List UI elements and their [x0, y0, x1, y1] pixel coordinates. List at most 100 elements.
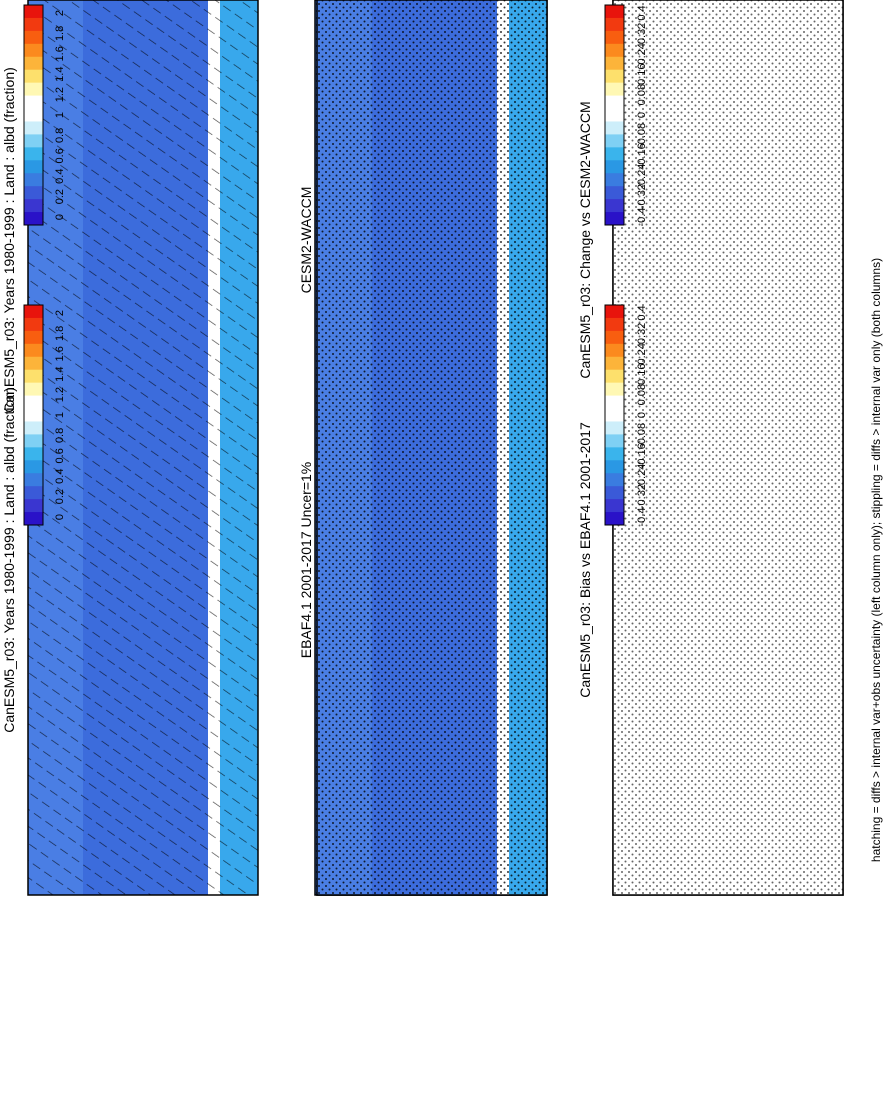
colorbar-swatch	[24, 460, 43, 474]
colorbar-label: 1.2	[54, 387, 66, 402]
colorbar-swatch	[24, 134, 43, 148]
colorbar-outline	[23, 4, 44, 226]
colorbar-swatch	[605, 134, 624, 148]
colorbar-swatch	[24, 330, 43, 345]
colorbar-swatch	[605, 395, 624, 410]
colorbar-label: 1.6	[54, 346, 66, 361]
colorbar-swatch	[24, 512, 43, 526]
colorbar-swatch	[24, 56, 43, 71]
colorbar-swatch	[605, 512, 624, 526]
colorbar-swatch	[24, 212, 43, 226]
title-model: CanESM5_r03: Years 1980-1999 : Land : al…	[1, 387, 17, 733]
colorbar-label: 0.4	[54, 469, 66, 484]
colorbar-swatch	[24, 421, 43, 435]
colorbar-swatch	[24, 199, 43, 213]
colorbar-swatch	[24, 447, 43, 461]
colorbar-absolute-2: 2 1.8 1.6 1.4 1.2 1 0.8 0.6 0.4 0.2 0	[23, 304, 66, 526]
colorbar-swatch	[605, 460, 624, 474]
colorbar-swatch	[24, 69, 43, 84]
title-model-stipple: CanESM5_r03: Years 1980-1999 : Land : al…	[1, 67, 17, 413]
colorbar-swatch	[24, 160, 43, 174]
colorbar-label: 1	[54, 112, 66, 118]
colorbar-label: -0.32	[636, 184, 648, 209]
colorbar-label: 1.4	[54, 367, 66, 382]
colorbar-outline	[23, 304, 44, 526]
colorbar-label: -0.24	[636, 464, 648, 489]
colorbar-swatch	[605, 95, 624, 110]
colorbar-outline	[604, 4, 625, 226]
colorbar-swatch	[24, 356, 43, 371]
colorbar-label: 1.6	[54, 46, 66, 61]
colorbar-swatch	[24, 5, 43, 19]
colorbar-label: 0.24	[636, 343, 648, 364]
colorbar-difference-2: 0.4 0.320.240.160.08 0 -0.08-0.16-0.24-0.32…	[604, 304, 648, 527]
colorbar-label: 0.32	[636, 323, 648, 344]
colorbar-swatch	[605, 447, 624, 461]
colorbar-label: -0.4	[636, 508, 648, 527]
colorbar-swatch	[24, 30, 43, 45]
panel-ref	[316, 0, 548, 896]
colorbar-swatch	[605, 199, 624, 213]
title-change: CanESM5_r03: Change vs CESM2-WACCM	[577, 101, 593, 378]
colorbar-difference-1: 0.4 0.320.240.160.08 0 -0.08-0.16-0.24-0.32…	[604, 4, 648, 226]
colorbar-swatch	[24, 305, 43, 319]
colorbar-swatch	[605, 56, 624, 71]
colorbar-swatch	[605, 160, 624, 174]
colorbar-swatch	[605, 369, 624, 384]
colorbar-swatch	[605, 421, 624, 435]
colorbar-swatch	[605, 186, 624, 200]
colorbar-label: 0	[636, 112, 648, 118]
colorbar-swatch	[605, 317, 624, 332]
panel-change	[612, 0, 844, 896]
colorbar-swatch	[24, 317, 43, 332]
colorbar-swatch	[24, 473, 43, 487]
colorbar-swatch	[605, 69, 624, 84]
colorbar-swatch	[24, 17, 43, 32]
colorbar-label: 1.8	[54, 326, 66, 341]
colorbar-swatch	[605, 408, 624, 422]
colorbar-swatch	[605, 356, 624, 371]
colorbar-swatch	[605, 173, 624, 187]
colorbar-swatch	[605, 82, 624, 97]
colorbar-swatch	[24, 186, 43, 200]
colorbar-label: 2	[54, 310, 66, 316]
change-heatmap	[612, 0, 844, 896]
colorbar-label: 1.4	[54, 67, 66, 82]
colorbar-swatch	[605, 343, 624, 358]
colorbar-swatch	[605, 30, 624, 45]
colorbar-label: 0	[54, 214, 66, 220]
colorbar-label: 0.32	[636, 23, 648, 44]
colorbar-label: 0.16	[636, 363, 648, 384]
colorbar-swatch	[24, 486, 43, 500]
colorbar-swatch	[24, 343, 43, 358]
colorbar-swatch	[605, 305, 624, 319]
colorbar-label: -0.32	[636, 484, 648, 509]
title-bias: CanESM5_r03: Bias vs EBAF4.1 2001-2017	[577, 422, 593, 698]
colorbar-swatch	[24, 173, 43, 187]
colorbar-swatch	[605, 486, 624, 500]
colorbar-swatch	[24, 408, 43, 422]
colorbar-label: 0.2	[54, 189, 66, 204]
colorbar-swatch	[605, 499, 624, 513]
ref-heatmap	[316, 0, 548, 896]
footer-note: hatching = diffs > internal var+obs unce…	[869, 258, 883, 862]
colorbar-swatch	[605, 434, 624, 448]
colorbar-swatch	[24, 499, 43, 513]
colorbar-swatch	[24, 82, 43, 97]
colorbar-label: -0.24	[636, 164, 648, 189]
colorbar-outline	[604, 304, 625, 526]
colorbar-difference: 0.40.320.240.160.080-0.08-0.16-0.24-0.32…	[604, 4, 648, 527]
colorbar-label: 0	[54, 514, 66, 520]
colorbar-label: 0.6	[54, 148, 66, 163]
colorbar-swatch	[605, 212, 624, 226]
colorbar-label: 0.2	[54, 489, 66, 504]
colorbar-label: 1	[54, 412, 66, 418]
colorbar-label: 0.4	[54, 169, 66, 184]
colorbar-label: 0	[636, 412, 648, 418]
colorbar-label: -0.16	[636, 443, 648, 468]
colorbar-swatch	[605, 5, 624, 19]
colorbar-swatch	[605, 382, 624, 397]
colorbar-label: 0.8	[54, 128, 66, 143]
title-ref: CESM2-WACCM	[298, 187, 314, 294]
